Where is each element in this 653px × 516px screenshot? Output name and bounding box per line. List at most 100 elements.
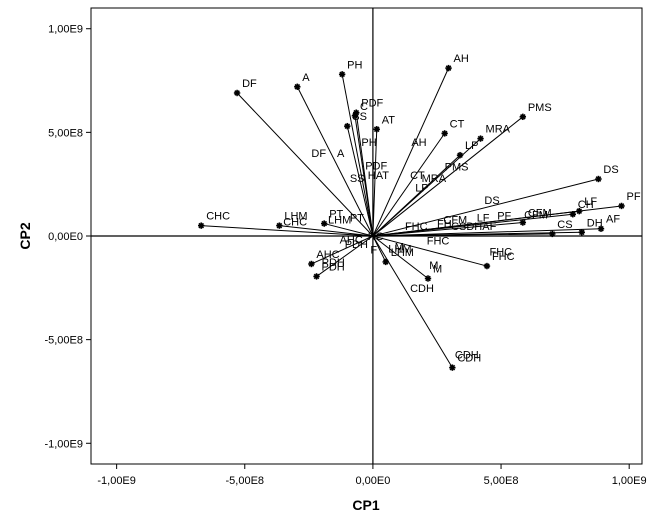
point-markers bbox=[197, 64, 625, 371]
point-marker bbox=[344, 122, 351, 130]
y-tick-label: 1,00E9 bbox=[48, 24, 83, 36]
y-axis-ticks: 1,00E9 5,00E8 0,00E0 -5,00E8 -1,00E9 bbox=[44, 24, 91, 450]
annotation-label: CDH bbox=[455, 349, 479, 361]
point-label: LHM bbox=[391, 247, 414, 259]
point-marker bbox=[618, 202, 625, 210]
annotation-label: FHC bbox=[427, 235, 450, 247]
annotation-label: LP bbox=[415, 182, 428, 194]
vector-line bbox=[372, 154, 461, 237]
point-marker bbox=[294, 83, 301, 90]
vector-line bbox=[324, 223, 374, 237]
annotation-label: CFM bbox=[443, 215, 467, 227]
vector-line bbox=[341, 74, 374, 237]
annotation-label: DF bbox=[311, 148, 326, 160]
annotation-label: LF bbox=[477, 212, 490, 224]
y-tick-label: -5,00E8 bbox=[44, 335, 83, 347]
vector-line bbox=[316, 235, 374, 277]
x-tick-label: -5,00E8 bbox=[226, 475, 265, 487]
x-tick-label: 5,00E8 bbox=[484, 475, 519, 487]
vector-line bbox=[372, 235, 453, 368]
vector-line bbox=[311, 235, 374, 265]
vector-lines bbox=[201, 67, 622, 368]
point-label: CT bbox=[450, 118, 465, 130]
vector-line bbox=[372, 133, 446, 237]
point-marker bbox=[519, 219, 527, 226]
annotation-label: CT bbox=[410, 170, 425, 182]
x-tick-label: 1,00E9 bbox=[612, 475, 647, 487]
vector-line bbox=[372, 222, 523, 237]
y-tick-label: 0,00E0 bbox=[48, 231, 83, 243]
vector-line bbox=[372, 235, 429, 279]
point-label: LP bbox=[465, 140, 478, 152]
point-marker bbox=[197, 222, 205, 229]
point-label: PF bbox=[626, 191, 640, 203]
vector-line bbox=[346, 126, 374, 237]
point-marker bbox=[441, 130, 448, 137]
point-label: PDH bbox=[322, 261, 345, 273]
vector-line bbox=[372, 213, 573, 237]
annotation-label: SS bbox=[350, 173, 365, 185]
point-marker bbox=[449, 364, 456, 371]
point-marker bbox=[321, 220, 328, 227]
annotation-label: CSDHAF bbox=[451, 221, 497, 233]
annotation-label: PH bbox=[361, 137, 376, 149]
annotation-label: HAT bbox=[368, 170, 389, 182]
point-label: LF bbox=[584, 196, 597, 208]
point-label: DF bbox=[242, 78, 257, 90]
vector-line bbox=[372, 235, 387, 263]
annotation-label: PDH bbox=[345, 239, 368, 251]
point-label: CDH bbox=[457, 353, 481, 365]
vector-line bbox=[372, 228, 602, 237]
point-label: CHC bbox=[206, 211, 230, 223]
annotation-label: DS bbox=[484, 195, 499, 207]
annotation-label: FHC bbox=[490, 247, 513, 259]
annotation-label: A bbox=[337, 148, 345, 160]
point-label: FHC bbox=[492, 251, 515, 263]
point-label: CFM bbox=[528, 208, 552, 220]
annotation-label: LHM bbox=[328, 215, 351, 227]
point-marker bbox=[233, 89, 241, 97]
annotation-label: FH bbox=[437, 219, 452, 231]
vector-line bbox=[296, 86, 374, 237]
annotation-label: M bbox=[429, 260, 438, 272]
point-label: AHC bbox=[316, 249, 339, 261]
point-marker bbox=[578, 229, 585, 236]
point-label: DS bbox=[603, 164, 618, 176]
point-label: PH bbox=[347, 59, 362, 71]
annotation-label: AHC bbox=[340, 234, 363, 246]
point-label: PMS bbox=[528, 102, 552, 114]
point-label: C bbox=[360, 101, 368, 113]
annotation-label: F bbox=[370, 245, 377, 257]
point-marker bbox=[597, 225, 605, 232]
point-label: PT bbox=[329, 209, 343, 221]
vector-line bbox=[201, 225, 373, 237]
vector-line bbox=[372, 67, 449, 237]
point-marker bbox=[456, 151, 464, 159]
point-marker bbox=[276, 222, 283, 229]
annotation-label: AH bbox=[411, 137, 426, 149]
point-marker bbox=[351, 112, 359, 119]
annotation-label: MRA bbox=[422, 173, 447, 185]
vector-line bbox=[354, 115, 374, 237]
annotation-label: CHC bbox=[283, 217, 307, 229]
x-axis-title: CP1 bbox=[352, 497, 379, 513]
point-marker bbox=[549, 230, 556, 238]
annotation-label: FHC bbox=[405, 221, 428, 233]
point-label: DH bbox=[587, 217, 603, 229]
vector-line bbox=[372, 129, 378, 237]
point-marker bbox=[569, 211, 577, 218]
point-marker bbox=[313, 273, 320, 280]
point-marker bbox=[338, 71, 346, 78]
annotation-label: LHM bbox=[388, 244, 411, 256]
y-axis-title: CP2 bbox=[17, 222, 33, 249]
point-marker bbox=[445, 64, 452, 72]
x-tick-label: 0,00E0 bbox=[355, 475, 390, 487]
point-label: LHM bbox=[284, 211, 307, 223]
y-tick-label: 5,00E8 bbox=[48, 127, 83, 139]
point-marker bbox=[595, 175, 602, 183]
point-marker bbox=[477, 135, 484, 142]
vector-line bbox=[372, 235, 488, 267]
vector-line bbox=[279, 225, 373, 237]
annotation-label: HC bbox=[368, 231, 384, 243]
